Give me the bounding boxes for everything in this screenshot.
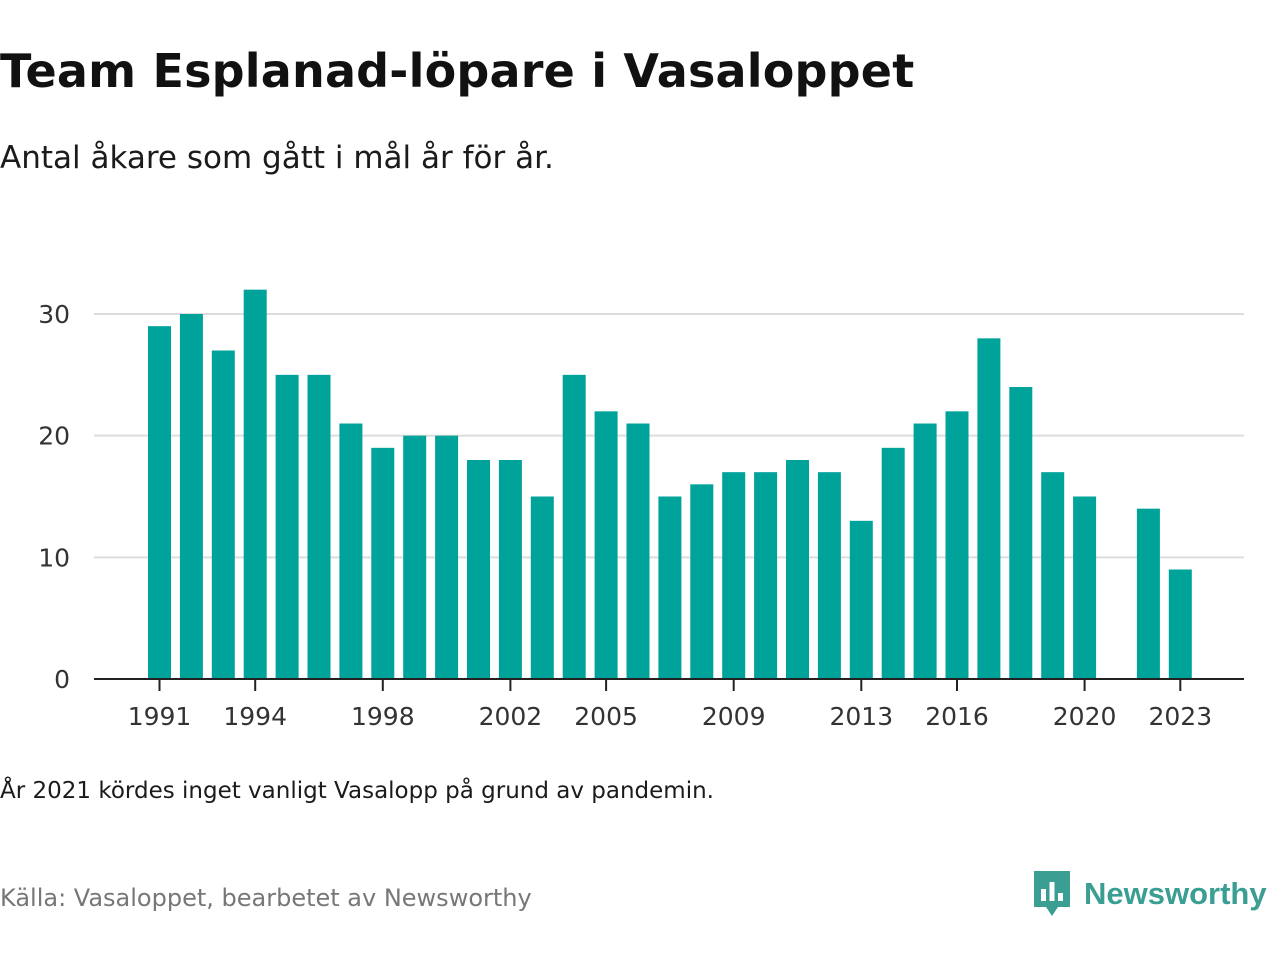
x-tick-label: 2009 [702, 702, 766, 731]
bar-1994 [243, 289, 267, 679]
y-tick-label: 10 [38, 543, 70, 572]
bar-2020 [1073, 496, 1097, 679]
bar-1993 [211, 350, 235, 679]
bar-2000 [435, 435, 459, 679]
x-tick-label: 1998 [351, 702, 415, 731]
bar-2009 [722, 472, 746, 679]
bar-2023 [1168, 569, 1192, 679]
x-tick-label: 1991 [128, 702, 192, 731]
bar-2005 [594, 411, 618, 679]
bar-1998 [371, 447, 395, 679]
x-axis-ticks: 1991 1994 1998 2002 2005 2009 2013 2016 2020 2023 [128, 679, 1212, 731]
x-tick-label: 2020 [1053, 702, 1117, 731]
y-tick-label: 30 [38, 300, 70, 329]
bar-1997 [339, 423, 363, 679]
bar-2006 [626, 423, 650, 679]
bar-2018 [1009, 387, 1033, 679]
newsworthy-logo-icon [1034, 871, 1070, 916]
bar-2022 [1136, 508, 1160, 679]
bar-1995 [275, 374, 299, 679]
brand-logo[interactable]: Newsworthy [1032, 866, 1267, 922]
y-tick-label: 0 [54, 665, 70, 694]
bar-2004 [562, 374, 586, 679]
bar-2001 [467, 460, 490, 679]
source-credit: Källa: Vasaloppet, bearbetet av Newswort… [0, 884, 532, 912]
bar-2012 [817, 472, 841, 679]
bar-2010 [754, 472, 778, 679]
bar-1999 [403, 435, 427, 679]
chart-title: Team Esplanad-löpare i Vasaloppet [0, 44, 915, 98]
bar-2014 [881, 447, 905, 679]
bar-1992 [179, 314, 203, 679]
x-tick-label: 2005 [574, 702, 638, 731]
bar-1996 [307, 374, 331, 679]
footnote: År 2021 kördes inget vanligt Vasalopp på… [0, 778, 714, 804]
bar-2017 [977, 338, 1001, 679]
x-tick-label: 2002 [479, 702, 543, 731]
x-tick-label: 2023 [1148, 702, 1212, 731]
bar-2019 [1041, 472, 1065, 679]
x-tick-label: 2016 [925, 702, 989, 731]
bar-2007 [658, 496, 682, 679]
bar-2008 [690, 484, 714, 679]
bars [148, 289, 1192, 679]
y-axis-tick-labels: 0 10 20 30 [38, 300, 70, 694]
x-tick-label: 2013 [829, 702, 893, 731]
brand-name: Newsworthy [1084, 876, 1267, 911]
bar-2002 [498, 460, 522, 679]
bar-2011 [786, 460, 809, 679]
x-tick-label: 1994 [223, 702, 287, 731]
bar-1991 [148, 326, 171, 679]
bar-2016 [945, 411, 969, 679]
bar-2013 [849, 520, 873, 679]
y-tick-label: 20 [38, 422, 70, 451]
bar-2015 [913, 423, 937, 679]
bar-2003 [530, 496, 554, 679]
bar-chart: 0 10 20 30 1991 1994 1998 2002 2005 2009 2013 2016… [38, 289, 1244, 731]
chart-subtitle: Antal åkare som gått i mål år för år. [0, 140, 554, 176]
